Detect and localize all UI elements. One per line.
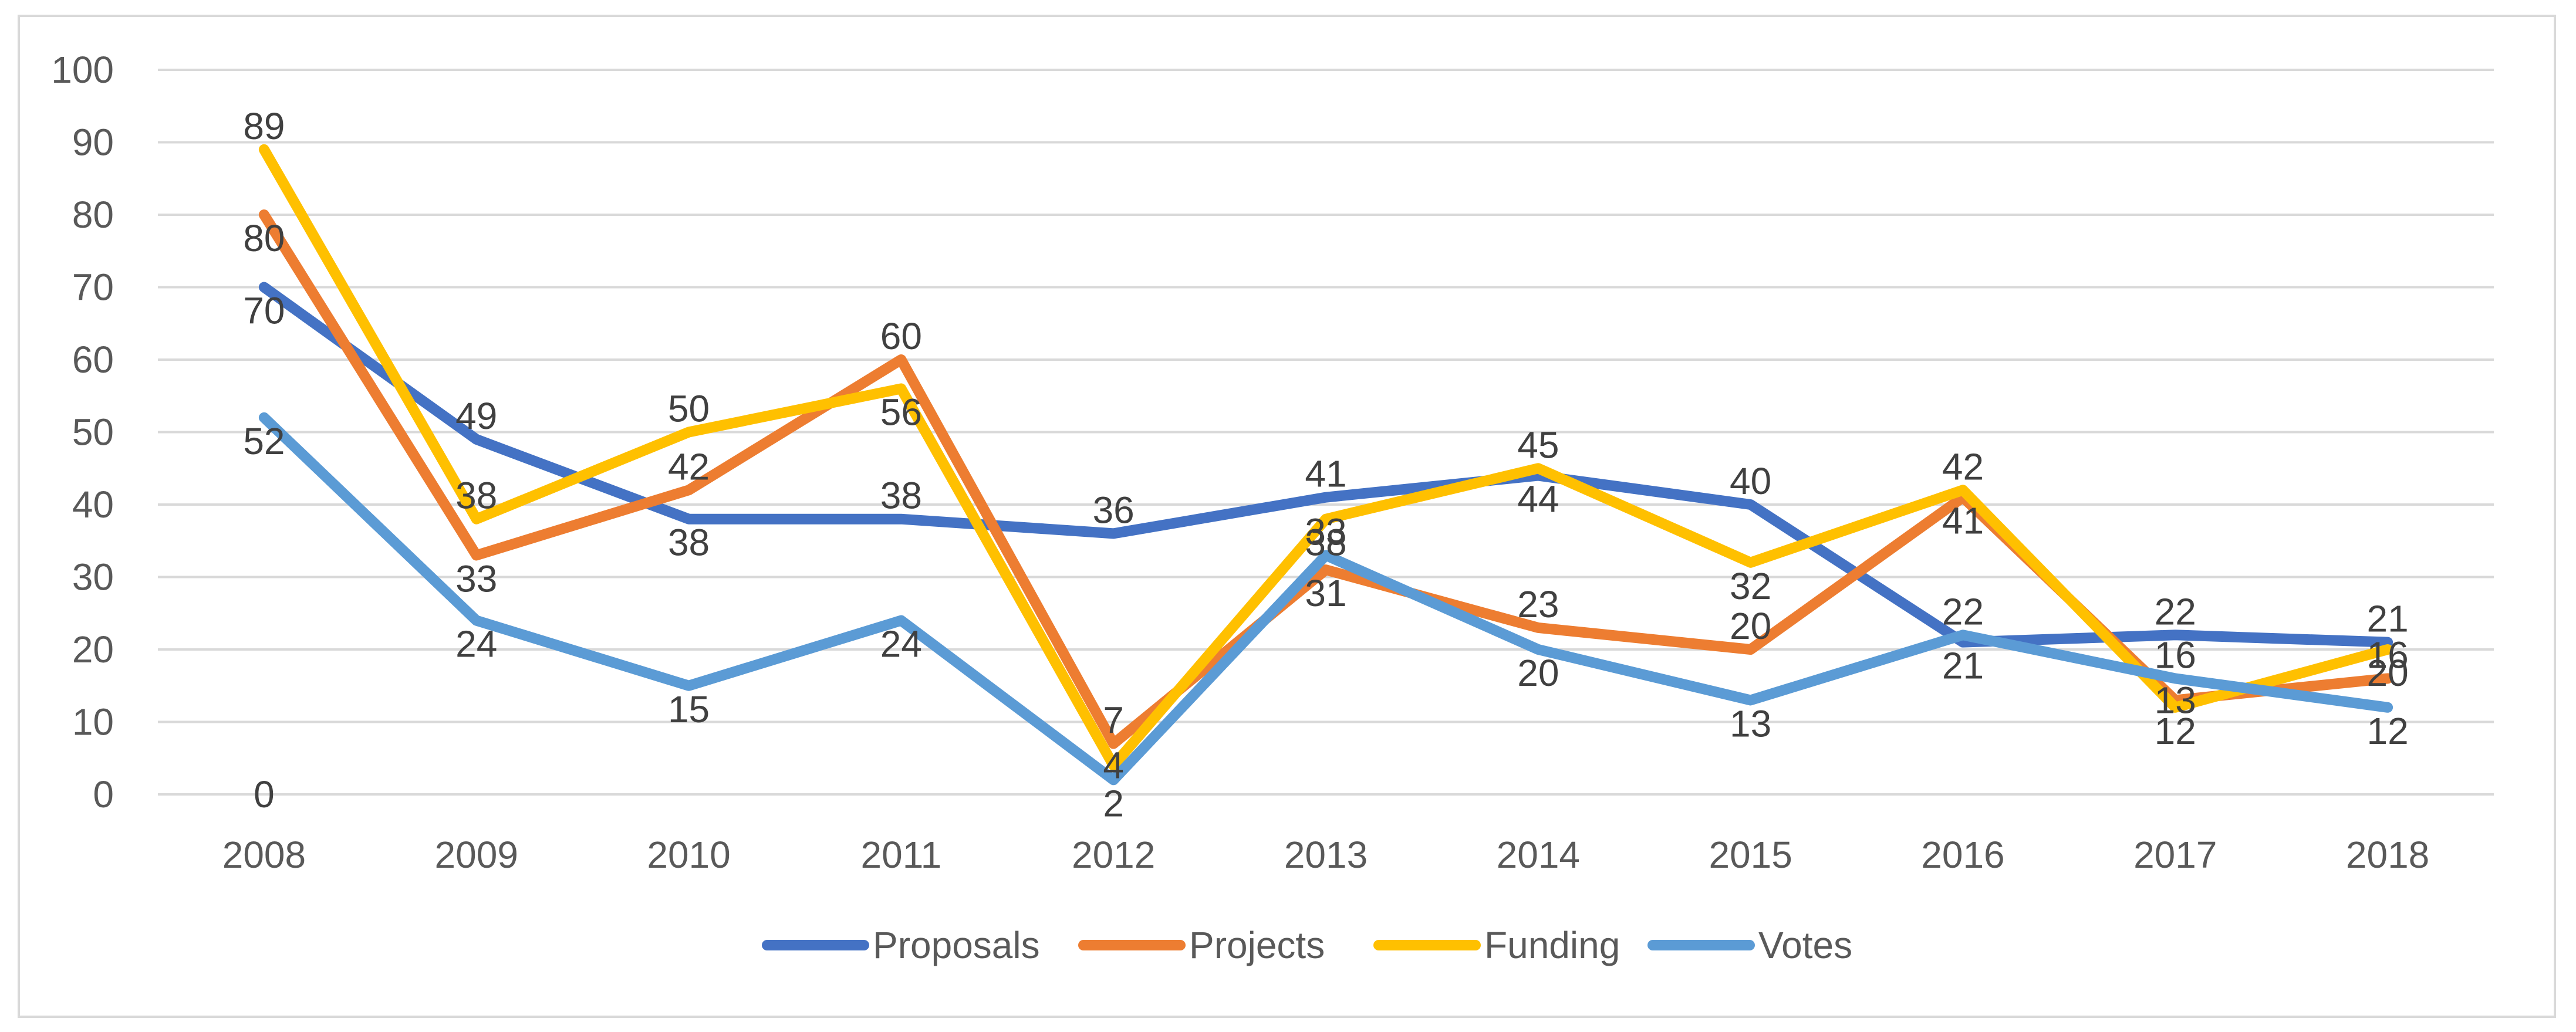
data-label-votes: 12	[2366, 710, 2408, 752]
x-tick-label: 2017	[2133, 834, 2217, 876]
y-tick-label: 0	[93, 773, 114, 816]
y-tick-label: 70	[72, 266, 114, 309]
data-label-projects: 16	[2366, 634, 2408, 676]
data-label-projects: 20	[1730, 605, 1771, 647]
legend-label-proposals: Proposals	[873, 924, 1040, 966]
data-label-funding: 20	[2366, 652, 2408, 694]
legend-item-proposals[interactable]: Proposals	[762, 924, 1040, 966]
data-label-funding: 89	[243, 105, 285, 147]
data-label-funding: 45	[1517, 424, 1559, 466]
data-label-votes: 20	[1517, 652, 1559, 694]
x-tick-label: 2018	[2346, 834, 2429, 876]
x-tick-label: 2016	[1921, 834, 2004, 876]
data-label-projects: 13	[2155, 679, 2196, 721]
data-label-votes: 2	[1103, 782, 1124, 824]
data-label-votes: 24	[455, 623, 497, 665]
data-label-projects: 60	[880, 315, 922, 357]
data-label-funding: 38	[455, 475, 497, 517]
legend-label-funding: Funding	[1484, 924, 1620, 966]
legend-item-projects[interactable]: Projects	[1078, 924, 1325, 966]
y-tick-label: 30	[72, 556, 114, 598]
data-label-votes: 13	[1730, 702, 1771, 745]
y-tick-label: 90	[72, 121, 114, 164]
y-axis-ticks: 0 10 20 30 40 50 60 70 80 90 100	[51, 49, 114, 816]
legend-label-votes: Votes	[1758, 924, 1852, 966]
legend-item-votes[interactable]: Votes	[1647, 924, 1852, 966]
data-label-votes: 16	[2155, 634, 2196, 676]
x-axis-ticks: 2008 2009 2010 2011 2012 2013 2014 2015 2016 2017…	[222, 834, 2430, 876]
x-tick-label: 2008	[222, 834, 306, 876]
data-label-funding: 32	[1730, 565, 1771, 607]
data-label-proposals: 49	[455, 395, 497, 437]
x-tick-label: 2009	[435, 834, 518, 876]
x-tick-label: 2010	[647, 834, 730, 876]
legend[interactable]: Proposals Projects Funding Votes	[762, 924, 1852, 966]
legend-item-funding[interactable]: Funding	[1373, 924, 1620, 966]
data-label-funding: 38	[1305, 522, 1346, 564]
series-lines	[258, 144, 2393, 786]
y-tick-label: 60	[72, 339, 114, 381]
data-label-votes: 15	[668, 688, 710, 730]
data-label-proposals: 22	[2155, 590, 2196, 632]
series-line-votes[interactable]	[258, 412, 2393, 786]
data-label-projects: 31	[1305, 572, 1346, 614]
y-tick-label: 80	[72, 194, 114, 236]
x-tick-label: 2014	[1497, 834, 1580, 876]
gridlines	[158, 69, 2494, 796]
data-label-proposals: 21	[2366, 598, 2408, 640]
annotations: 0	[254, 773, 275, 816]
series-line-funding[interactable]	[258, 144, 2393, 771]
y-tick-label: 50	[72, 411, 114, 454]
data-labels: 8980705249383324504238156056382436742413…	[243, 105, 2408, 824]
data-label-proposals: 36	[1093, 489, 1135, 531]
data-label-projects: 33	[455, 557, 497, 600]
y-tick-label: 20	[72, 628, 114, 671]
data-label-funding: 12	[2155, 710, 2196, 752]
y-tick-label: 100	[51, 49, 114, 91]
chart-frame: 0 10 20 30 40 50 60 70 80 90 100 2008 2009 2010 2011 2…	[18, 15, 2556, 1018]
data-label-votes: 33	[1305, 510, 1346, 553]
legend-label-projects: Projects	[1189, 924, 1325, 966]
data-label-projects: 41	[1942, 500, 1984, 542]
data-label-projects: 23	[1517, 583, 1559, 625]
data-label-proposals: 38	[880, 475, 922, 517]
data-label-proposals: 40	[1730, 460, 1771, 502]
data-label-votes: 24	[880, 623, 922, 665]
data-label-votes: 22	[1942, 590, 1984, 632]
data-label-proposals: 41	[1305, 453, 1346, 495]
data-label-proposals: 21	[1942, 645, 1984, 687]
annotation-label: 0	[254, 773, 275, 816]
y-tick-label: 10	[72, 701, 114, 743]
data-label-proposals: 70	[243, 290, 285, 332]
data-label-funding: 56	[880, 391, 922, 433]
data-label-funding: 4	[1103, 745, 1124, 787]
x-tick-label: 2011	[861, 834, 942, 876]
y-tick-label: 40	[72, 483, 114, 526]
x-tick-label: 2012	[1072, 834, 1155, 876]
data-label-funding: 50	[668, 388, 710, 430]
data-label-projects: 7	[1103, 699, 1124, 742]
data-label-proposals: 44	[1517, 478, 1559, 520]
series-line-proposals[interactable]	[258, 282, 2393, 648]
data-label-funding: 42	[1942, 445, 1984, 488]
x-tick-label: 2015	[1709, 834, 1792, 876]
x-tick-label: 2013	[1284, 834, 1368, 876]
data-label-proposals: 38	[668, 522, 710, 564]
data-label-projects: 42	[668, 445, 710, 488]
data-label-votes: 52	[243, 420, 285, 462]
data-label-projects: 80	[243, 217, 285, 259]
